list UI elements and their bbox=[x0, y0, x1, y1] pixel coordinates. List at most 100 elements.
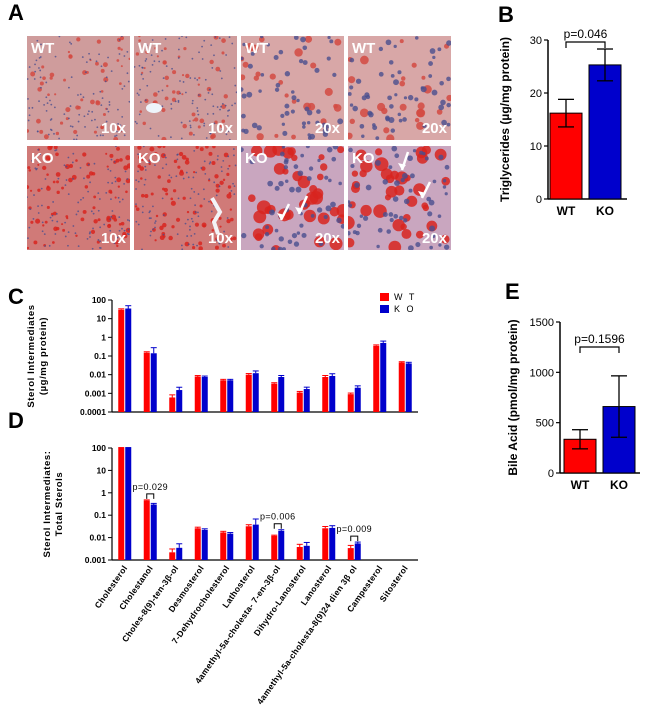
nucleus bbox=[279, 151, 285, 157]
micrograph-magnification-label: 20x bbox=[314, 120, 340, 137]
lipid-droplet bbox=[117, 46, 121, 50]
nucleus bbox=[87, 190, 90, 193]
nucleus bbox=[90, 210, 93, 213]
nucleus bbox=[161, 197, 164, 200]
lipid-droplet bbox=[157, 175, 161, 179]
nucleus bbox=[235, 91, 237, 94]
x-tick-label: KO bbox=[610, 478, 628, 492]
nucleus bbox=[88, 110, 90, 113]
nucleus bbox=[72, 225, 75, 227]
y-tick-label: 100 bbox=[92, 295, 106, 305]
nucleus bbox=[300, 153, 305, 158]
nucleus bbox=[361, 134, 365, 138]
nucleus bbox=[120, 129, 123, 132]
nucleus bbox=[110, 158, 113, 161]
micrograph-magnification-label: 10x bbox=[100, 230, 126, 247]
lipid-droplet bbox=[128, 57, 130, 61]
nucleus bbox=[83, 177, 85, 180]
lipid-droplet bbox=[137, 146, 142, 150]
micrograph-wt-1: WT 10x bbox=[27, 36, 130, 140]
nucleus bbox=[222, 159, 225, 162]
lipid-droplet bbox=[385, 174, 395, 184]
nucleus bbox=[91, 110, 94, 113]
nucleus bbox=[446, 122, 451, 127]
nucleus bbox=[189, 126, 192, 129]
nucleus bbox=[46, 102, 49, 105]
nucleus bbox=[388, 60, 394, 65]
lipid-droplet bbox=[406, 195, 418, 207]
nucleus bbox=[67, 156, 70, 159]
nucleus bbox=[162, 214, 165, 217]
lipid-droplet bbox=[242, 61, 249, 68]
nucleus bbox=[287, 239, 293, 245]
lipid-droplet bbox=[165, 192, 169, 196]
micrograph-group-label: WT bbox=[245, 40, 269, 57]
nucleus bbox=[197, 113, 200, 116]
nucleus bbox=[145, 58, 148, 60]
nucleus bbox=[316, 109, 321, 114]
nucleus bbox=[192, 176, 195, 179]
nucleus bbox=[134, 120, 137, 123]
nucleus bbox=[107, 168, 110, 171]
y-axis-label: Total Sterols bbox=[54, 472, 65, 537]
nucleus bbox=[223, 230, 226, 233]
nucleus bbox=[197, 94, 200, 96]
y-axis-label: Bile Acid (pmol/mg protein) bbox=[506, 319, 520, 475]
lipid-droplet bbox=[359, 108, 369, 118]
nucleus bbox=[389, 217, 394, 223]
nucleus bbox=[325, 205, 332, 212]
lipid-droplet bbox=[215, 183, 220, 188]
nucleus bbox=[241, 87, 244, 92]
lipid-droplet bbox=[90, 229, 96, 234]
nucleus bbox=[161, 167, 164, 170]
nucleus bbox=[50, 129, 53, 132]
nucleus bbox=[148, 161, 151, 164]
nucleus bbox=[154, 222, 156, 224]
nucleus bbox=[208, 178, 211, 181]
nucleus bbox=[149, 210, 151, 213]
y-tick-label: 0.01 bbox=[89, 533, 106, 543]
nucleus bbox=[123, 134, 126, 137]
lipid-droplet bbox=[214, 174, 219, 179]
lipid-droplet bbox=[61, 186, 64, 190]
lipid-droplet bbox=[49, 72, 55, 78]
nucleus bbox=[397, 70, 402, 75]
bar bbox=[245, 374, 252, 412]
nucleus bbox=[70, 42, 73, 45]
nucleus bbox=[193, 149, 196, 152]
nucleus bbox=[117, 122, 120, 125]
nucleus bbox=[177, 57, 180, 59]
y-tick-label: 0.01 bbox=[89, 370, 106, 380]
nucleus bbox=[150, 217, 152, 220]
bar bbox=[296, 547, 303, 560]
lipid-droplet bbox=[30, 71, 36, 77]
nucleus bbox=[138, 64, 141, 67]
nucleus bbox=[144, 99, 147, 102]
y-tick-label: 500 bbox=[536, 418, 554, 430]
nucleus bbox=[256, 125, 262, 131]
nucleus bbox=[213, 181, 216, 184]
nucleus bbox=[114, 135, 116, 137]
chart-d-sterol-ratio: 0.001 0.01 0.1 1 10 100 Sterol Intermediates: T… bbox=[42, 443, 418, 706]
lipid-droplet bbox=[269, 73, 276, 80]
nucleus bbox=[431, 234, 436, 239]
lipid-droplet bbox=[351, 170, 359, 177]
nucleus bbox=[400, 177, 405, 183]
nucleus bbox=[307, 136, 312, 140]
nucleus bbox=[212, 112, 215, 115]
nucleus bbox=[110, 215, 113, 218]
lipid-droplet bbox=[28, 169, 32, 172]
lipid-droplet bbox=[108, 189, 113, 194]
nucleus bbox=[376, 244, 380, 249]
lipid-droplet bbox=[211, 229, 215, 232]
lipid-droplet bbox=[188, 131, 193, 136]
nucleus bbox=[135, 179, 138, 182]
lipid-droplet bbox=[198, 246, 203, 250]
lipid-droplet bbox=[134, 205, 138, 208]
x-tick-label: WT bbox=[571, 478, 590, 492]
lipid-droplet bbox=[192, 119, 195, 122]
nucleus bbox=[354, 182, 360, 188]
bar bbox=[201, 376, 208, 412]
nucleus bbox=[194, 211, 197, 213]
nucleus bbox=[282, 130, 288, 136]
